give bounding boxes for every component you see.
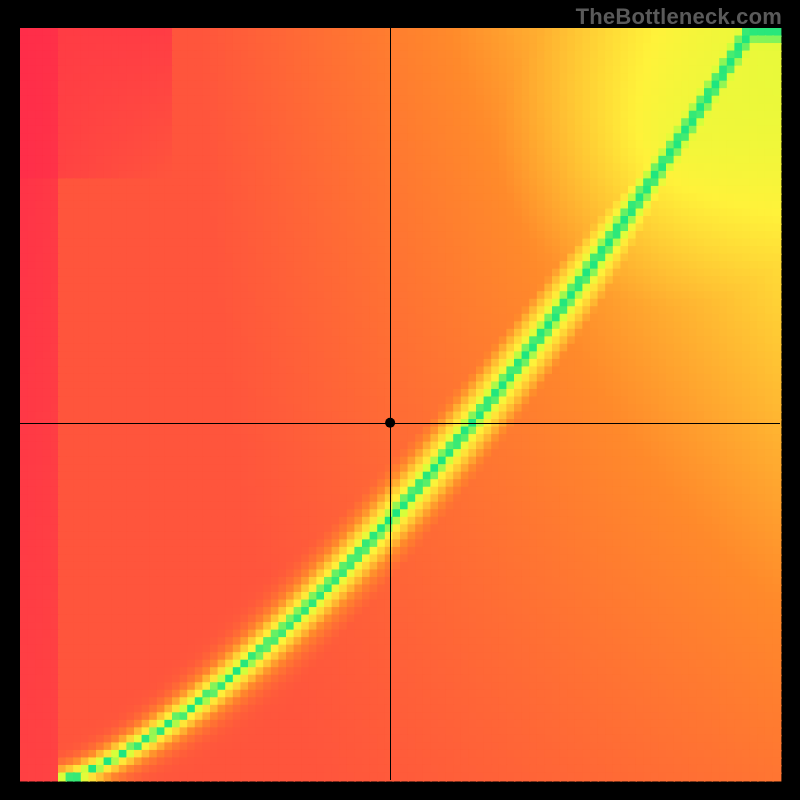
watermark-label: TheBottleneck.com <box>576 4 782 30</box>
heatmap-canvas <box>0 0 800 800</box>
chart-container: TheBottleneck.com <box>0 0 800 800</box>
